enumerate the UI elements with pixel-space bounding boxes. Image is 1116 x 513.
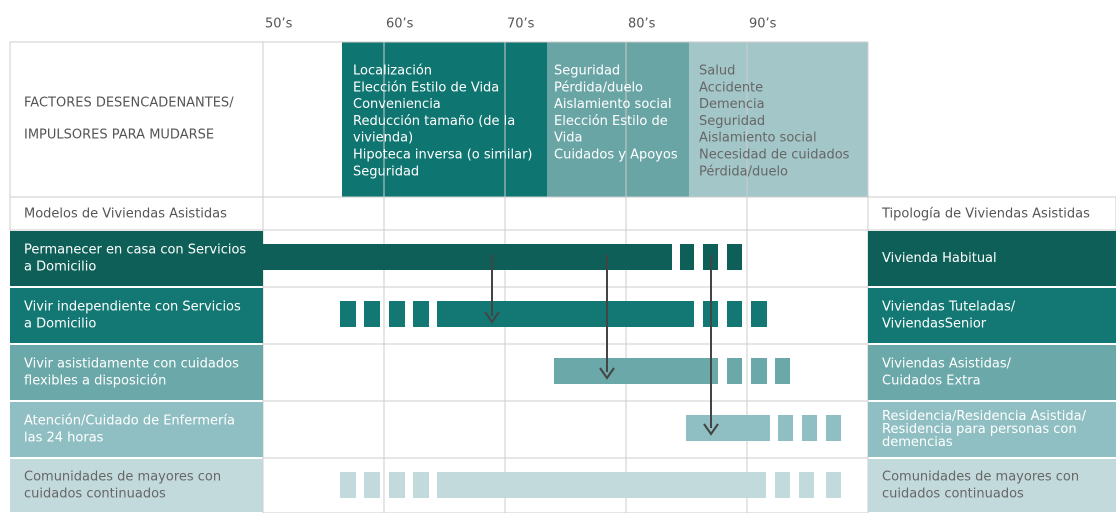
factor-box [342,42,547,197]
bar [364,301,380,327]
factor: Seguridad [554,64,620,79]
bar [413,472,429,498]
model-label: Permanecer en casa con Servicios [24,243,246,258]
type-label: ViviendasSenior [882,317,987,332]
arrow-head [484,311,500,324]
bar [826,472,841,498]
type-label: Comunidades de mayores con [882,470,1079,485]
factor: Vida [554,131,582,146]
model-label: Comunidades de mayores con [24,470,221,485]
bar [364,472,380,498]
header-label: IMPULSORES PARA MUDARSE [24,128,214,143]
arrow-head [703,423,719,436]
bar [437,472,766,498]
bar [680,244,694,270]
type-label: Residencia para personas con [882,422,1077,437]
header-box [9,41,264,198]
factor: Localización [353,64,432,79]
factor: vivienda) [353,131,413,146]
model-label: a Domicilio [24,260,96,275]
bar [775,358,790,384]
model-label: Vivir independiente con Servicios [24,300,241,315]
factor: Demencia [699,97,765,112]
factor: Necesidad de cuidados [699,148,850,163]
bar [727,358,742,384]
bar [727,301,742,327]
bar [413,301,429,327]
model-label: Vivir asistidamente con cuidados [24,357,239,372]
type-label: Residencia/Residencia Asistida/ [882,409,1087,424]
bar [778,415,793,441]
decade-label: 90’s [749,17,777,32]
model-cell [10,459,263,512]
factor: Aislamiento social [554,97,672,112]
bar [340,301,356,327]
decade-label: 70’s [507,17,535,32]
header-label: FACTORES DESENCADENANTES/ [24,96,234,111]
model-label: flexibles a disposición [24,374,166,389]
type-cell [868,231,1116,286]
column-label: Tipología de Viviendas Asistidas [881,207,1090,222]
bar [437,301,694,327]
model-cell [10,231,263,286]
model-label: a Domicilio [24,317,96,332]
decade-label: 60’s [386,17,414,32]
factor-box [547,42,689,197]
model-label: las 24 horas [24,431,104,446]
type-label: Viviendas Asistidas/ [882,357,1012,372]
type-label: Viviendas Tuteladas/ [882,300,1016,315]
type-cell [868,402,1116,457]
bar [727,244,742,270]
decade-label: 80’s [628,17,656,32]
bar [340,472,356,498]
arrow-head [599,367,615,380]
factor: Salud [699,64,735,79]
decade-label: 50’s [265,17,293,32]
factor: Elección Estilo de [554,114,668,129]
bar [554,358,718,384]
factor: Accidente [699,80,763,95]
type-cell [868,459,1116,512]
type-label: Cuidados Extra [882,374,981,389]
type-label: cuidados continuados [882,487,1024,502]
factor-box [689,42,868,197]
factor: Seguridad [699,114,765,129]
model-cell [10,288,263,343]
factor: Hipoteca inversa (o similar) [353,148,533,163]
factor: Cuidados y Apoyos [554,148,678,163]
bar [389,472,405,498]
bar [389,301,405,327]
bar [799,472,814,498]
factor: Conveniencia [353,97,441,112]
model-cell [10,402,263,457]
bar [263,244,672,270]
bar [751,358,767,384]
factor: Aislamiento social [699,131,817,146]
type-cell [868,288,1116,343]
model-label: cuidados continuados [24,487,166,502]
bar [686,415,770,441]
type-label: Vivienda Habitual [882,251,997,266]
factor: Pérdida/duelo [699,164,788,179]
factor: Reducción tamaño (de la [353,114,515,129]
type-label: demencias [882,435,953,450]
bar [826,415,841,441]
type-cell [868,345,1116,400]
factor: Elección Estilo de Vida [353,80,499,95]
model-cell [10,345,263,400]
factor: Pérdida/duelo [554,80,643,95]
model-label: Atención/Cuidado de Enfermería [24,414,235,429]
column-row [9,196,1116,231]
factor: Seguridad [353,164,419,179]
column-label: Modelos de Viviendas Asistidas [24,207,227,222]
bar [775,472,790,498]
bar [802,415,817,441]
bar [751,301,767,327]
